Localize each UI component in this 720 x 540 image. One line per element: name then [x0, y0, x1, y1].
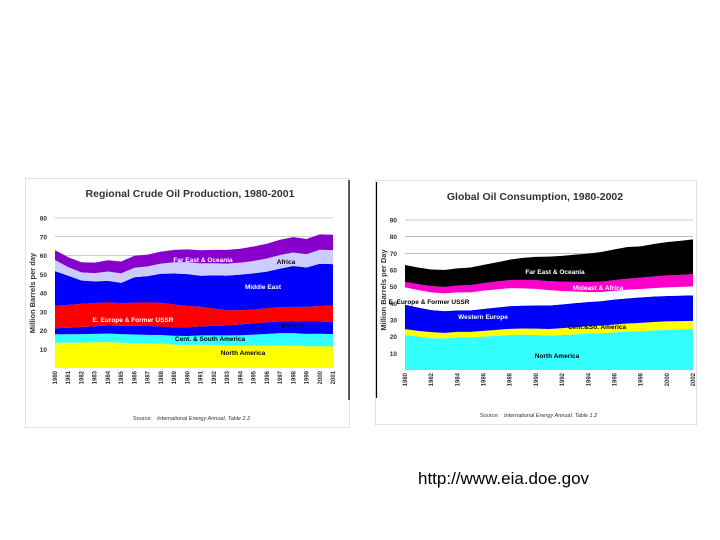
- x-tick-label: 1995: [252, 370, 258, 384]
- global-oil-consumption-chart: Global Oil Consumption, 1980-2002 Millio…: [375, 180, 697, 425]
- chart-title: Global Oil Consumption, 1980-2002: [447, 191, 623, 203]
- y-tick-label: 10: [40, 347, 48, 354]
- y-tick-label: 60: [40, 253, 48, 260]
- series-label: North America: [221, 350, 266, 357]
- series-label: Middle East: [245, 284, 282, 291]
- x-tick-label: 1998: [639, 372, 645, 386]
- x-tick-label: 1986: [132, 370, 138, 384]
- x-tick-label: 1998: [291, 370, 297, 384]
- series-label: North America: [535, 353, 580, 360]
- x-tick-label: 2001: [331, 370, 337, 384]
- source-text: International Energy Annual, Table 2.2: [157, 416, 250, 422]
- y-tick-label: 30: [390, 318, 398, 325]
- area-series: [55, 234, 333, 274]
- x-tick-label: 1994: [238, 370, 244, 384]
- source-prefix: Source:: [480, 413, 499, 419]
- area-series: [55, 302, 333, 329]
- stacked-areas: [55, 234, 333, 368]
- area-series: [55, 342, 333, 368]
- y-tick-label: 50: [390, 284, 398, 291]
- y-tick-label: 40: [390, 301, 398, 308]
- x-tick-label: 1982: [79, 370, 85, 384]
- area-series: [405, 286, 693, 312]
- x-tick-label: 1996: [612, 372, 618, 386]
- area-series: [55, 321, 333, 336]
- x-tick-label: 1997: [278, 370, 284, 384]
- series-label: E. Europe & Former USSR: [93, 317, 174, 324]
- series-label: Far East & Oceania: [173, 257, 233, 264]
- x-tick-label: 1999: [305, 370, 311, 384]
- x-tick-label: 1982: [429, 372, 435, 386]
- chart-title: Regional Crude Oil Production, 1980-2001: [86, 188, 295, 200]
- x-tick-label: 1989: [172, 370, 178, 384]
- x-tick-label: 1993: [225, 370, 231, 384]
- area-series: [405, 274, 693, 294]
- series-label: Africa: [277, 259, 296, 266]
- x-tick-label: 1986: [482, 372, 488, 386]
- x-tick-label: 1988: [508, 372, 514, 386]
- area-series: [405, 295, 693, 333]
- x-tick-label: 1983: [93, 370, 99, 384]
- area-series: [55, 249, 333, 283]
- y-tick-label: 20: [40, 328, 48, 335]
- y-tick-label: 50: [40, 272, 48, 279]
- x-tick-label: 1987: [146, 370, 152, 384]
- y-tick-label: 30: [40, 309, 48, 316]
- stacked-areas: [405, 239, 693, 370]
- y-tick-label: 70: [40, 234, 48, 241]
- series-label: Cent. & South America: [175, 336, 246, 343]
- series-label: Cent.&So. America: [568, 324, 627, 331]
- source-text: International Energy Annual, Table 1.2: [504, 413, 597, 419]
- y-tick-label: 10: [390, 351, 398, 358]
- y-tick-labels: 10 20 30 40 50 60 70 80: [40, 216, 48, 354]
- x-tick-label: 1996: [265, 370, 271, 384]
- area-series: [405, 329, 693, 370]
- series-label: Europe: [282, 323, 305, 330]
- x-tick-labels: 1980 1982 1984 1986 1988 1990 1992 1994 1996 1998…: [403, 372, 697, 386]
- x-tick-label: 2000: [318, 370, 324, 384]
- y-tick-label: 80: [390, 234, 398, 241]
- y-tick-labels: 10 20 30 40 50 60 70 80 90: [390, 218, 398, 358]
- x-tick-label: 2002: [691, 372, 697, 386]
- x-tick-label: 1985: [119, 370, 125, 384]
- y-axis-label: Million Barrels per Day: [379, 249, 388, 331]
- x-tick-label: 1980: [403, 372, 409, 386]
- x-tick-label: 1984: [455, 372, 461, 386]
- y-tick-label: 70: [390, 251, 398, 258]
- x-tick-labels: 1980 1981 1982 1983 1984 1985 1986 1987 1988 1989…: [53, 370, 337, 384]
- source-prefix: Source:: [133, 416, 152, 422]
- regional-crude-oil-production-chart: Regional Crude Oil Production, 1980-2001…: [25, 178, 350, 428]
- y-axis-label: Million Barrels per day: [28, 252, 37, 333]
- series-label: E. Europe & Former USSR: [389, 299, 470, 306]
- x-tick-label: 1981: [66, 370, 72, 384]
- y-tick-label: 20: [390, 334, 398, 341]
- x-tick-label: 1990: [185, 370, 191, 384]
- x-tick-label: 1980: [53, 370, 59, 384]
- area-series: [405, 320, 693, 339]
- x-tick-label: 1991: [199, 370, 205, 384]
- area-series: [405, 239, 693, 287]
- area-series: [55, 333, 333, 347]
- y-tick-label: 60: [390, 268, 398, 275]
- y-tick-label: 80: [40, 216, 48, 223]
- source-url: http://www.eia.doe.gov: [418, 469, 590, 488]
- area-series: [55, 263, 333, 311]
- series-label: Far East & Oceania: [525, 269, 585, 276]
- x-tick-label: 2000: [665, 372, 671, 386]
- y-tick-label: 90: [390, 218, 398, 225]
- series-labels: Far East & Oceania Mideast & Africa E. Eur…: [389, 269, 627, 360]
- y-tick-label: 40: [40, 291, 48, 298]
- x-tick-label: 1984: [106, 370, 112, 384]
- x-tick-label: 1994: [586, 372, 592, 386]
- series-label: Mideast & Africa: [573, 285, 624, 292]
- series-label: Western Europe: [458, 314, 508, 321]
- x-tick-label: 1992: [560, 372, 566, 386]
- series-labels: Far East & Oceania Africa Middle East E. Eu…: [93, 257, 305, 357]
- x-tick-label: 1990: [534, 372, 540, 386]
- x-tick-label: 1992: [212, 370, 218, 384]
- x-tick-label: 1988: [159, 370, 165, 384]
